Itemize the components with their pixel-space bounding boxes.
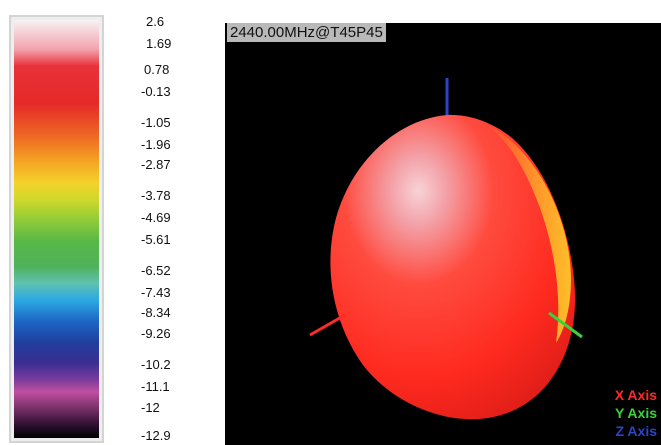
colorbar: [9, 15, 104, 443]
scale-label: 2.6: [146, 14, 165, 29]
scale-label: -11.1: [141, 379, 170, 394]
radiation-lobe: [330, 114, 576, 420]
radiation-pattern-render: [309, 78, 583, 420]
scale-label: -3.78: [141, 188, 171, 203]
scale-label: -12: [141, 400, 160, 415]
scale-label: -4.69: [141, 210, 171, 225]
x-axis-line: [309, 313, 346, 337]
legend-z-axis: Z Axis: [615, 423, 658, 439]
scale-label: 1.69: [146, 36, 172, 51]
scale-label: 0.78: [144, 62, 170, 77]
scale-label: -0.13: [141, 84, 171, 99]
colorbar-gradient: [14, 20, 99, 438]
scale-label: -7.43: [141, 285, 171, 300]
scale-label: -10.2: [141, 357, 171, 372]
scale-label: -6.52: [141, 263, 171, 278]
legend-x-axis: X Axis: [614, 387, 657, 403]
y-axis-line: [548, 311, 583, 339]
scale-label: -12.9: [141, 428, 171, 443]
scale-label: -1.96: [141, 137, 171, 152]
3d-radiation-view[interactable]: X Axis Y Axis Z Axis: [225, 23, 661, 445]
legend-y-axis: Y Axis: [614, 405, 657, 421]
scale-label: -5.61: [141, 232, 171, 247]
scale-label: -1.05: [141, 115, 171, 130]
frequency-label: 2440.00MHz@T45P45: [227, 23, 386, 42]
scale-label: -9.26: [141, 326, 171, 341]
colorbar-scale: 2.6 1.69 0.78 -0.13 -1.05 -1.96 -2.87 -3…: [138, 0, 218, 445]
scale-label: -8.34: [141, 305, 171, 320]
scale-label: -2.87: [141, 157, 171, 172]
